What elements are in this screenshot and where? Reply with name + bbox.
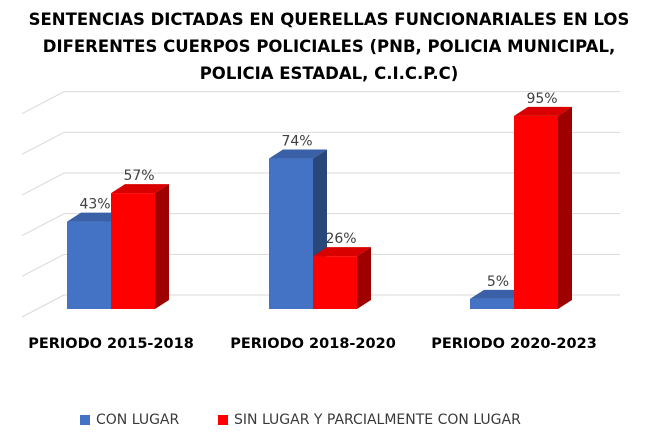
gridline-diagonal — [21, 172, 65, 196]
legend-label-sin-lugar: SIN LUGAR Y PARCIALMENTE CON LUGAR — [234, 412, 521, 428]
gridline-diagonal — [21, 294, 65, 318]
bar-side-face — [155, 184, 169, 309]
bar-top-face — [313, 247, 371, 257]
chart-title-line-1: SENTENCIAS DICTADAS EN QUERELLAS FUNCION… — [28, 10, 630, 29]
legend-swatch-sin-lugar — [218, 415, 228, 425]
bar-sin-lugar-2 — [514, 115, 558, 309]
category-label: PERIODO 2015-2018 — [28, 336, 194, 352]
data-label: 43% — [79, 197, 110, 213]
bar-sin-lugar-1 — [313, 256, 357, 309]
bar-side-face — [558, 106, 572, 309]
legend-item-sin-lugar: SIN LUGAR Y PARCIALMENTE CON LUGAR — [218, 412, 521, 428]
data-label: 74% — [281, 134, 312, 150]
chart-title-line-2: DIFERENTES CUERPOS POLICIALES (PNB, POLI… — [42, 37, 616, 56]
data-label: 57% — [123, 168, 154, 184]
legend-label-con-lugar: CON LUGAR — [96, 412, 180, 428]
gridline-diagonal — [21, 253, 65, 277]
chart-title: SENTENCIAS DICTADAS EN QUERELLAS FUNCION… — [0, 6, 658, 87]
bar-top-face — [269, 149, 327, 159]
category-label: PERIODO 2020-2023 — [431, 336, 597, 352]
bar-top-face — [67, 212, 125, 222]
bar-con-lugar-1 — [269, 158, 313, 309]
legend-item-con-lugar: CON LUGAR — [80, 412, 179, 428]
data-label: 26% — [325, 231, 356, 247]
legend-swatch-con-lugar — [80, 415, 90, 425]
bar-con-lugar-2 — [470, 298, 514, 309]
data-label: 95% — [526, 91, 557, 107]
gridline-diagonal — [21, 213, 65, 237]
bar-side-face — [357, 247, 371, 309]
bar-con-lugar-0 — [67, 221, 111, 309]
chart-legend: CON LUGAR SIN LUGAR Y PARCIALMENTE CON L… — [0, 412, 658, 432]
bar-top-face — [514, 106, 572, 116]
gridline-diagonal — [21, 131, 65, 155]
chart-title-line-3: POLICIA ESTADAL, C.I.C.P.C) — [199, 64, 459, 83]
bar-sin-lugar-0 — [111, 193, 155, 309]
category-label: PERIODO 2018-2020 — [230, 336, 396, 352]
gridline-diagonal — [21, 91, 65, 115]
bar-top-face — [470, 289, 528, 299]
data-label: 5% — [487, 274, 509, 290]
bar-top-face — [111, 184, 169, 194]
